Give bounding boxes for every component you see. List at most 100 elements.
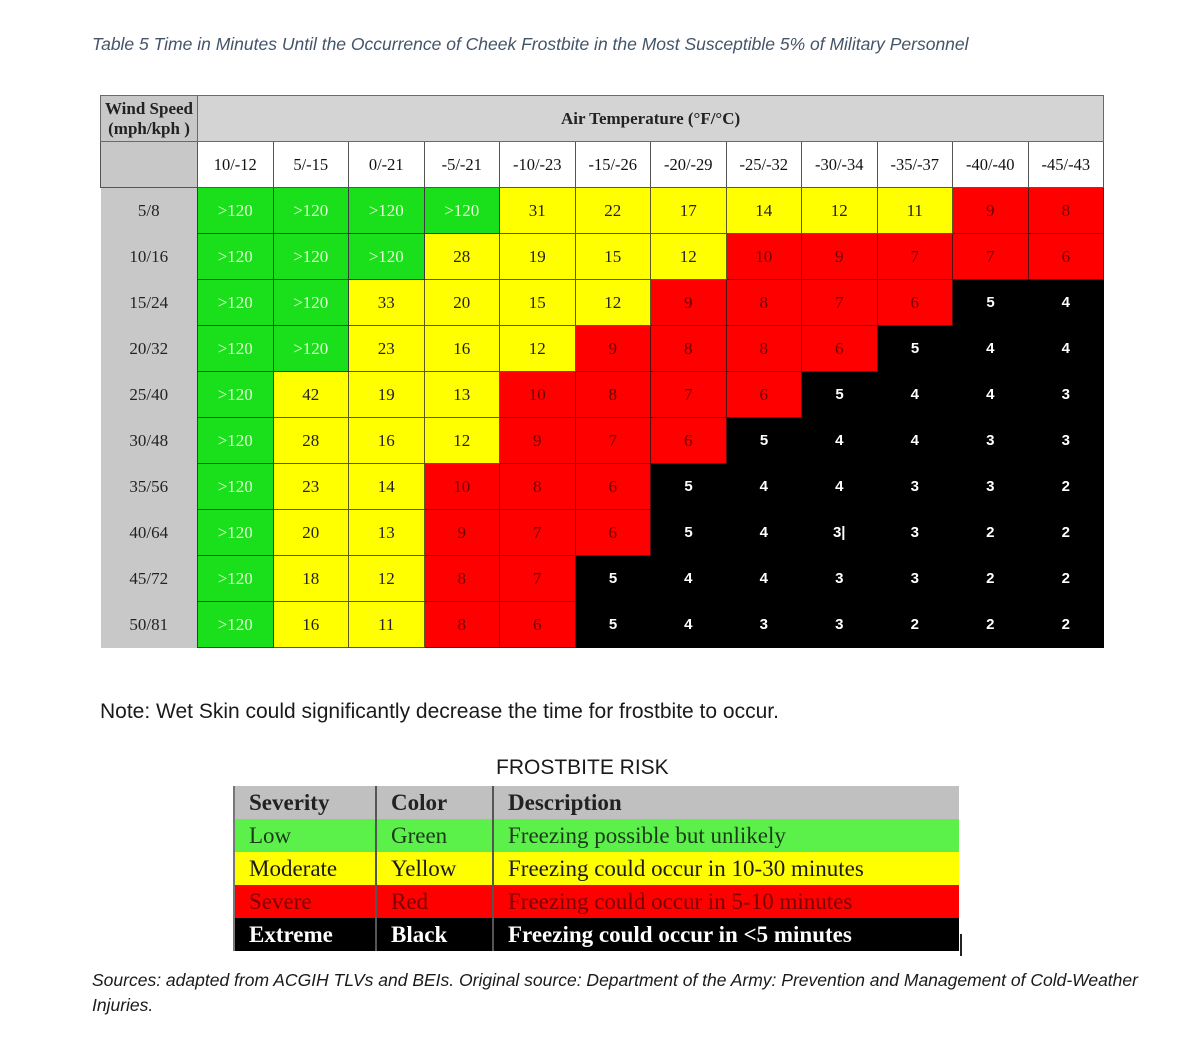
minutes-cell: 6	[574, 509, 651, 556]
minutes-cell: >120	[272, 233, 349, 280]
wind-speed-cell: 15/24	[100, 279, 198, 326]
temperature-header-cell: -20/-29	[650, 141, 727, 188]
minutes-cell: >120	[197, 601, 274, 648]
legend-color-cell: Green	[375, 819, 493, 852]
wind-speed-cell: 45/72	[100, 555, 198, 602]
minutes-cell: 18	[272, 555, 349, 602]
minutes-cell: 6	[876, 279, 953, 326]
minutes-cell: 33	[348, 279, 425, 326]
minutes-cell: >120	[197, 555, 274, 602]
minutes-cell: 3	[952, 417, 1028, 464]
minutes-cell: 6	[1027, 233, 1105, 280]
minutes-cell: 20	[272, 509, 349, 556]
minutes-cell: 8	[423, 555, 500, 602]
minutes-cell: >120	[197, 417, 274, 464]
minutes-cell: 4	[952, 371, 1028, 418]
minutes-cell: 12	[423, 417, 500, 464]
minutes-cell: 3|	[801, 509, 877, 556]
temperature-header-cell: -35/-37	[876, 141, 953, 188]
minutes-cell: >120	[197, 233, 274, 280]
temperature-header-cell: -30/-34	[801, 141, 878, 188]
temperature-header-cell: -25/-32	[725, 141, 802, 188]
wind-speed-cell: 50/81	[100, 601, 198, 648]
minutes-cell: >120	[272, 279, 349, 326]
minutes-cell: 9	[952, 187, 1029, 234]
minutes-cell: >120	[348, 187, 425, 234]
minutes-cell: 17	[650, 187, 727, 234]
air-temperature-header: Air Temperature (°F/°C)	[196, 95, 1105, 142]
minutes-cell: 6	[574, 463, 651, 510]
table-row: 10/16 >120 >120 >120 28 19 15 12 10 9 7 7 6	[100, 233, 1105, 280]
minutes-cell: >120	[197, 509, 274, 556]
minutes-cell: 2	[1028, 555, 1104, 602]
legend-description-header: Description	[492, 786, 959, 819]
minutes-cell: 9	[650, 279, 727, 326]
legend-row: Low Green Freezing possible but unlikely	[233, 819, 959, 852]
minutes-cell: 4	[952, 325, 1028, 372]
minutes-cell: 11	[876, 187, 953, 234]
minutes-cell: 3	[877, 555, 953, 602]
wind-speed-cell: 10/16	[100, 233, 198, 280]
minutes-cell: 4	[877, 371, 953, 418]
minutes-cell: 16	[272, 601, 349, 648]
minutes-cell: 10	[423, 463, 500, 510]
wind-speed-cell: 25/40	[100, 371, 198, 418]
minutes-cell: 4	[801, 417, 877, 464]
minutes-cell: 7	[499, 555, 576, 602]
table-row: 5/8 >120 >120 >120 >120 31 22 17 14 12 11 9 8	[100, 187, 1105, 234]
temperature-header-cell: 5/-15	[272, 141, 349, 188]
minutes-cell: 9	[574, 325, 651, 372]
minutes-cell: 4	[1028, 325, 1104, 372]
legend-severity-cell: Low	[233, 819, 376, 852]
minutes-cell: 12	[574, 279, 651, 326]
minutes-cell: 8	[423, 601, 500, 648]
minutes-cell: 6	[725, 371, 802, 418]
legend-severity-header: Severity	[233, 786, 376, 819]
table-row: 20/32 >120 >120 23 16 12 9 8 8 6 5 4 4	[100, 325, 1104, 372]
minutes-cell: 4	[726, 509, 802, 556]
minutes-cell: 4	[801, 463, 877, 510]
minutes-cell: 19	[499, 233, 576, 280]
minutes-cell: 3	[1028, 417, 1104, 464]
minutes-cell: 14	[725, 187, 802, 234]
minutes-cell: 14	[348, 463, 425, 510]
wet-skin-note: Note: Wet Skin could significantly decre…	[100, 700, 779, 723]
minutes-cell: 9	[423, 509, 500, 556]
minutes-cell: 23	[272, 463, 349, 510]
minutes-cell: >120	[197, 279, 274, 326]
minutes-cell: 16	[348, 417, 425, 464]
minutes-cell: 5	[952, 279, 1028, 326]
minutes-cell: 3	[801, 555, 877, 602]
legend-severity-cell: Extreme	[233, 918, 376, 951]
temperature-header-cell: -10/-23	[499, 141, 576, 188]
minutes-cell: 2	[1028, 509, 1104, 556]
minutes-cell: >120	[197, 187, 274, 234]
minutes-cell: 4	[1028, 279, 1104, 326]
minutes-cell: 12	[650, 233, 727, 280]
legend-color-cell: Yellow	[375, 852, 493, 885]
minutes-cell: 2	[952, 555, 1028, 602]
wind-speed-header: Wind Speed (mph/kph )	[100, 95, 198, 142]
table-row: 50/81 >120 16 11 8 6 5 4 3 3 2 2 2	[100, 601, 1104, 648]
legend-description-cell: Freezing could occur in <5 minutes	[492, 918, 959, 951]
minutes-cell: 8	[650, 325, 727, 372]
minutes-cell: 28	[423, 233, 500, 280]
table-row: 30/48 >120 28 16 12 9 7 6 5 4 4 3 3	[100, 417, 1104, 464]
minutes-cell: 11	[348, 601, 425, 648]
table-header-row: Wind Speed (mph/kph ) Air Temperature (°…	[100, 95, 1105, 142]
minutes-cell: 7	[650, 371, 727, 418]
minutes-cell: 12	[801, 187, 878, 234]
table-caption: Table 5 Time in Minutes Until the Occurr…	[92, 34, 969, 54]
minutes-cell: 9	[801, 233, 878, 280]
minutes-cell: 7	[876, 233, 953, 280]
minutes-cell: 10	[725, 233, 802, 280]
minutes-cell: 4	[877, 417, 953, 464]
temperature-header-cell: 0/-21	[348, 141, 425, 188]
minutes-cell: 2	[952, 509, 1028, 556]
minutes-cell: 5	[650, 463, 726, 510]
minutes-cell: 12	[499, 325, 576, 372]
minutes-cell: 8	[499, 463, 576, 510]
minutes-cell: 4	[726, 463, 802, 510]
minutes-cell: 7	[952, 233, 1029, 280]
minutes-cell: 15	[499, 279, 576, 326]
